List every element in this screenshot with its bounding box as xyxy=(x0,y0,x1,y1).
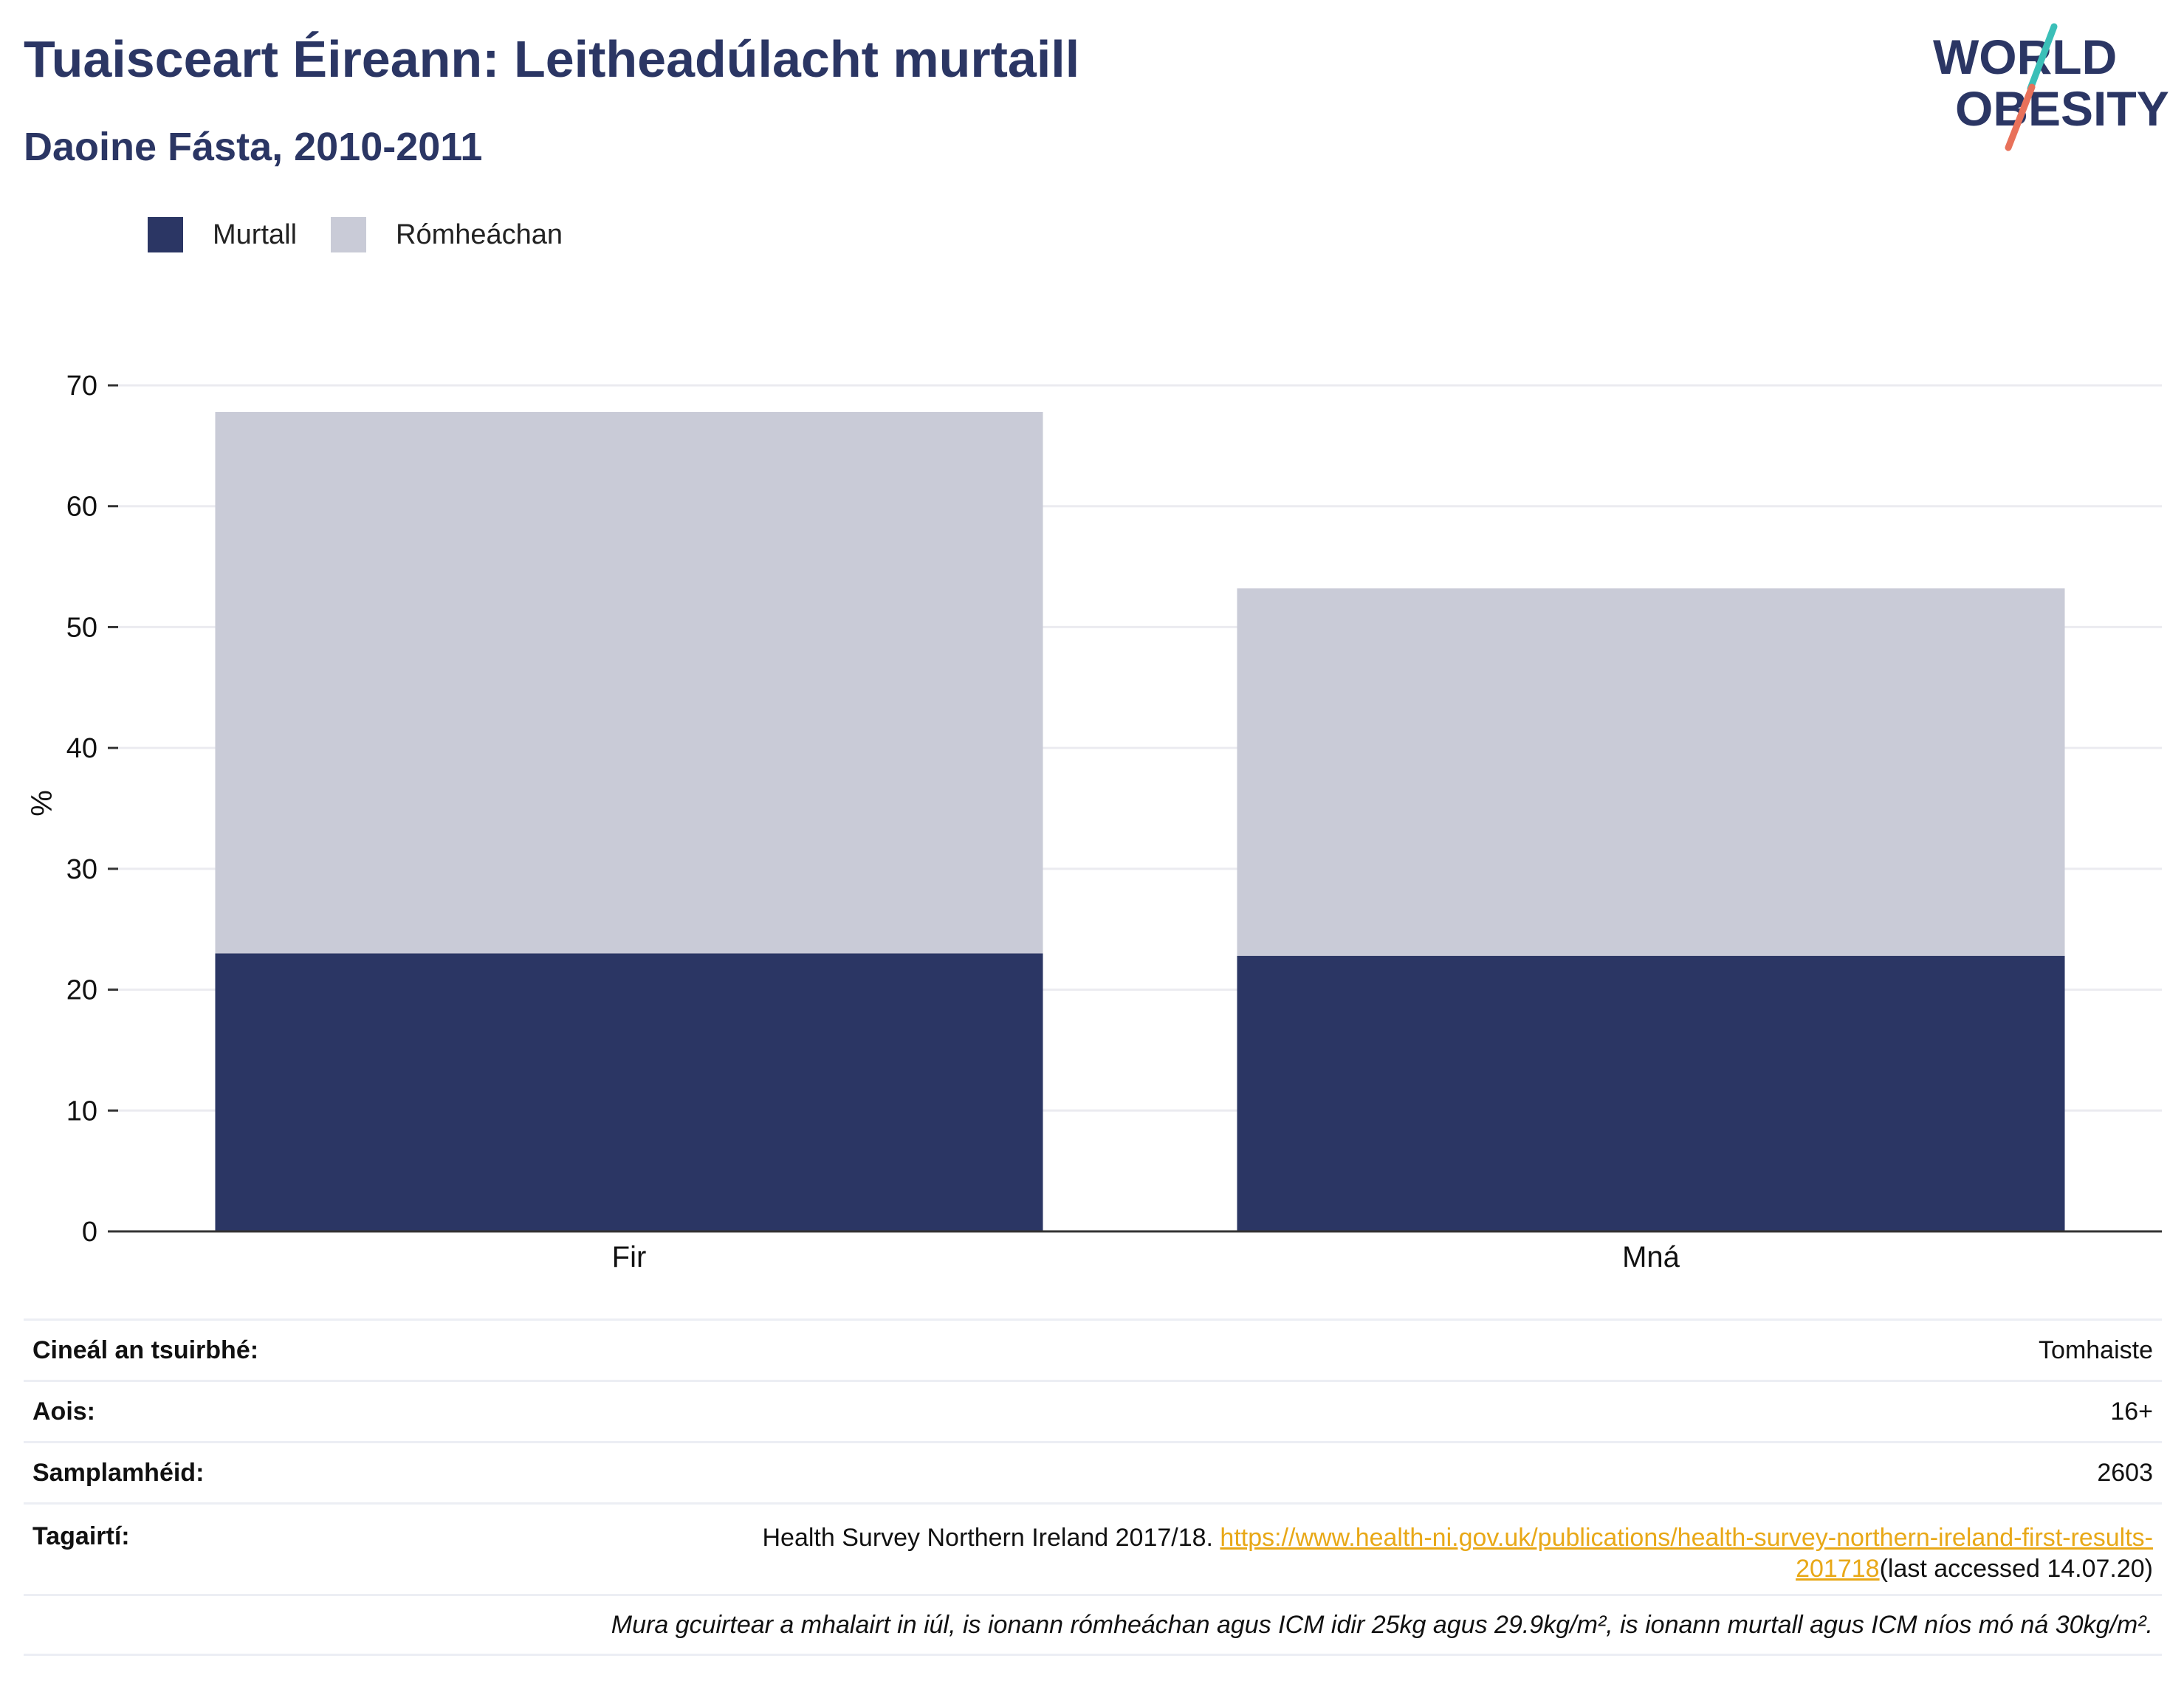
legend-swatch-overweight xyxy=(331,217,367,252)
chart-subtitle: Daoine Fásta, 2010-2011 xyxy=(24,125,483,169)
chart-legend: Murtall Rómheáchan xyxy=(148,217,597,252)
references-label: Tagairtí: xyxy=(32,1522,130,1550)
y-tick-label: 70 xyxy=(66,371,97,402)
bar-chart: 0 10 20 30 40 50 60 70 Fir Mná % xyxy=(26,371,2162,1273)
references-suffix: (last accessed 14.07.20) xyxy=(1879,1555,2153,1583)
y-tick-label: 60 xyxy=(66,492,97,523)
sample-size-label: Samplamhéid: xyxy=(32,1458,205,1487)
bars xyxy=(215,412,2065,1231)
age-label: Aois: xyxy=(32,1397,95,1426)
legend-swatch-obese xyxy=(148,217,183,252)
y-tick-label: 40 xyxy=(66,733,97,764)
info-row-references: Tagairtí: Health Survey Northern Ireland… xyxy=(24,1502,2162,1594)
bar-overweight-0[interactable] xyxy=(215,412,1043,954)
legend-item-overweight[interactable]: Rómheáchan xyxy=(331,217,563,252)
survey-type-label: Cineál an tsuirbhé: xyxy=(32,1335,259,1364)
references-link[interactable]: https://www.health-ni.gov.uk/publication… xyxy=(1220,1524,2153,1583)
survey-type-value: Tomhaiste xyxy=(2039,1335,2153,1364)
chart-title: Tuaisceart Éireann: Leitheadúlacht murta… xyxy=(24,30,1080,88)
y-tick-label: 0 xyxy=(82,1217,97,1248)
references-value: Health Survey Northern Ireland 2017/18. … xyxy=(676,1522,2154,1584)
y-axis-label: % xyxy=(26,790,58,816)
y-tick-label: 20 xyxy=(66,975,97,1006)
info-row-survey-type: Cineál an tsuirbhé: Tomhaiste xyxy=(24,1318,2162,1380)
info-row-note: Mura gcuirtear a mhalairt in iúl, is ion… xyxy=(24,1594,2162,1656)
bmi-note: Mura gcuirtear a mhalairt in iúl, is ion… xyxy=(611,1610,2153,1639)
logo-text-obesity: OBESITY xyxy=(1955,81,2169,136)
logo-slash-coral xyxy=(2005,83,2036,151)
sample-size-value: 2603 xyxy=(2097,1458,2153,1487)
bar-obese-1[interactable] xyxy=(1237,955,2065,1231)
y-tick-label: 30 xyxy=(66,854,97,885)
references-text: Health Survey Northern Ireland 2017/18. xyxy=(762,1524,1220,1552)
logo-text-world: WORLD xyxy=(1933,30,2117,84)
info-row-sample-size: Samplamhéid: 2603 xyxy=(24,1441,2162,1502)
x-tick-label: Mná xyxy=(1622,1241,1680,1273)
logo-slash-teal xyxy=(2027,23,2058,92)
legend-item-obese[interactable]: Murtall xyxy=(148,217,297,252)
y-axis-ticks: 0 10 20 30 40 50 60 70 xyxy=(66,371,118,1248)
world-obesity-logo-icon: WORLD OBESITY xyxy=(1933,23,2169,151)
bar-obese-0[interactable] xyxy=(215,953,1043,1231)
survey-info-table: Cineál an tsuirbhé: Tomhaiste Aois: 16+ … xyxy=(24,1318,2162,1656)
legend-label-overweight: Rómheáchan xyxy=(396,219,563,250)
age-value: 16+ xyxy=(2110,1397,2153,1426)
info-row-age: Aois: 16+ xyxy=(24,1380,2162,1441)
x-axis-ticks: Fir Mná xyxy=(612,1241,1680,1273)
y-tick-label: 10 xyxy=(66,1096,97,1127)
legend-label-obese: Murtall xyxy=(213,219,298,250)
x-tick-label: Fir xyxy=(612,1241,647,1273)
y-tick-label: 50 xyxy=(66,612,97,643)
bar-overweight-1[interactable] xyxy=(1237,588,2065,956)
